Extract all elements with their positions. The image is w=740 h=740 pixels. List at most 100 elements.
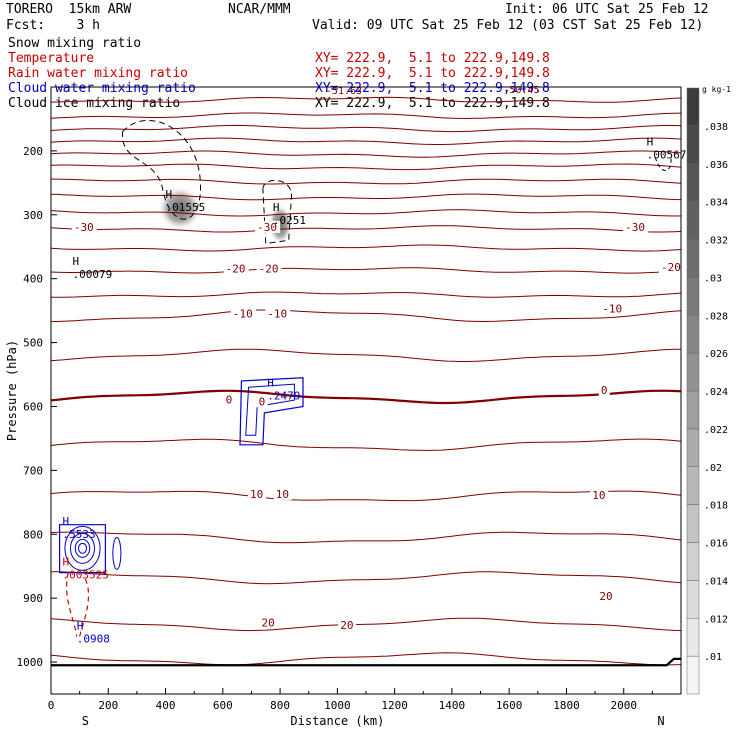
maximum-value-label: .2479 (267, 390, 300, 403)
maximum-value-label: .0251 (273, 214, 306, 227)
colorbar-tick-label: .036 (704, 160, 728, 171)
legend-cloud-ice: Cloud ice mixing ratio (8, 96, 181, 111)
colorbar-tick-label: .028 (704, 311, 728, 322)
cloud-water-contour-1 (239, 377, 304, 446)
y-tick-label: 1000 (17, 656, 44, 669)
colorbar-swatch (686, 277, 700, 316)
snow-shading-1 (157, 186, 202, 231)
isotherm-line (50, 389, 682, 405)
colorbar-swatch (686, 390, 700, 430)
isotherm-label-bg (259, 616, 278, 629)
x-tick-label: 1000 (324, 699, 351, 712)
isotherm-line (50, 124, 682, 133)
maximum-value-label: .0908 (77, 632, 110, 645)
isotherm-line (50, 244, 682, 252)
isotherm-label: 0 (601, 384, 608, 397)
isotherm-line (50, 209, 682, 217)
colorbar-swatch (686, 352, 700, 392)
isotherm-line (51, 291, 682, 298)
isotherm-label: 0 (259, 395, 266, 408)
colorbar-unit: g kg-1 (702, 85, 731, 94)
x-tick-label: 200 (98, 699, 118, 712)
colorbar-tick-label: .018 (704, 501, 728, 512)
colorbar-swatch (686, 87, 700, 127)
isotherm-label-bg (256, 262, 282, 275)
colorbar-tick-label: .024 (704, 387, 728, 398)
isotherm-label: 0 (226, 393, 233, 406)
colorbar-tick-label: .026 (704, 349, 728, 360)
x-tick-label: 1800 (553, 699, 580, 712)
model-title: TORERO 15km ARW (6, 2, 132, 17)
isotherm-label: -30 (257, 221, 277, 234)
legend-temperature: Temperature (8, 51, 95, 66)
isotherm-label-bg (590, 489, 609, 502)
maximum-marker: H (273, 201, 280, 214)
x-tick-label: 800 (270, 699, 290, 712)
x-start-label: S (82, 714, 89, 728)
maximum-value-label: .00079 (72, 268, 112, 281)
cloud-water-ring (64, 525, 101, 571)
legend-cloud-water: Cloud water mixing ratio (8, 81, 196, 96)
y-tick-label: 900 (23, 592, 43, 605)
init-time: Init: 06 UTC Sat 25 Feb 12 (505, 2, 709, 17)
isotherm-label-bg (255, 220, 281, 233)
isotherm-line (50, 309, 682, 323)
y-tick-label: 400 (23, 273, 43, 286)
colorbar-swatch (686, 201, 700, 240)
cloud-water-ring (78, 542, 87, 554)
maximum-value-label: .01555 (166, 201, 206, 214)
isotherm-label: -20 (226, 262, 246, 275)
isotherm-label: 10 (276, 488, 289, 501)
colorbar-swatch (686, 618, 700, 657)
maximum-marker: H (62, 515, 69, 528)
isotherm-label: 10 (250, 488, 263, 501)
y-tick-label: 800 (23, 528, 43, 541)
y-tick-label: 200 (23, 145, 43, 158)
colorbar-tick-label: .014 (704, 576, 728, 587)
isotherm-label: -10 (602, 303, 622, 316)
isotherm-line (50, 652, 682, 666)
colorbar-tick-label: .03 (704, 273, 722, 284)
isotherm-line (50, 112, 682, 120)
isotherm-label-bg (265, 307, 291, 320)
legend-cloud-ice-range: XY= 222.9, 5.1 to 222.9,149.8 (315, 96, 550, 111)
colorbar-swatch (686, 542, 700, 581)
colorbar-tick-label: .032 (704, 236, 728, 247)
isotherm-label-bg (338, 618, 357, 631)
isotherm-line (50, 193, 682, 201)
legend-snow: Snow mixing ratio (8, 36, 142, 51)
y-tick-label: 700 (23, 464, 43, 477)
y-tick-label: 500 (23, 337, 43, 350)
isotherm-label: 10 (592, 489, 605, 502)
top-isotherm-label: -51.63 (326, 86, 362, 97)
isotherm-line (50, 490, 682, 502)
legend-rain: Rain water mixing ratio (8, 66, 189, 81)
isotherm-label: -20 (259, 262, 279, 275)
cloud-water-ring (112, 536, 122, 570)
isotherm-line (50, 438, 682, 451)
isotherm-label-bg (256, 395, 268, 408)
colorbar-swatch (686, 428, 700, 467)
isotherm-line (50, 96, 682, 103)
isotherm-line (50, 150, 682, 158)
colorbar-swatch (686, 655, 700, 695)
org-title: NCAR/MMM (228, 2, 291, 17)
isotherm-label: -30 (625, 221, 645, 234)
isotherm-label-bg (598, 383, 610, 396)
colorbar-tick-label: .01 (704, 652, 722, 663)
isotherm-label-bg (273, 487, 292, 500)
colorbar-tick-label: .034 (704, 198, 728, 209)
y-tick-label: 300 (23, 209, 43, 222)
isotherm-label: 20 (340, 619, 353, 632)
y-tick-label: 600 (23, 400, 43, 413)
colorbar-swatch (686, 315, 700, 354)
cloud-ice-contour-3 (654, 157, 672, 171)
ground-line (51, 657, 681, 667)
colorbar-swatch (686, 239, 700, 278)
maximum-marker: H (77, 619, 84, 632)
isotherm-label: -10 (233, 308, 253, 321)
colorbar-swatch (686, 580, 700, 619)
isotherm-line (50, 617, 682, 632)
cloud-water-ring (74, 538, 91, 558)
maximum-marker: H (267, 377, 274, 390)
